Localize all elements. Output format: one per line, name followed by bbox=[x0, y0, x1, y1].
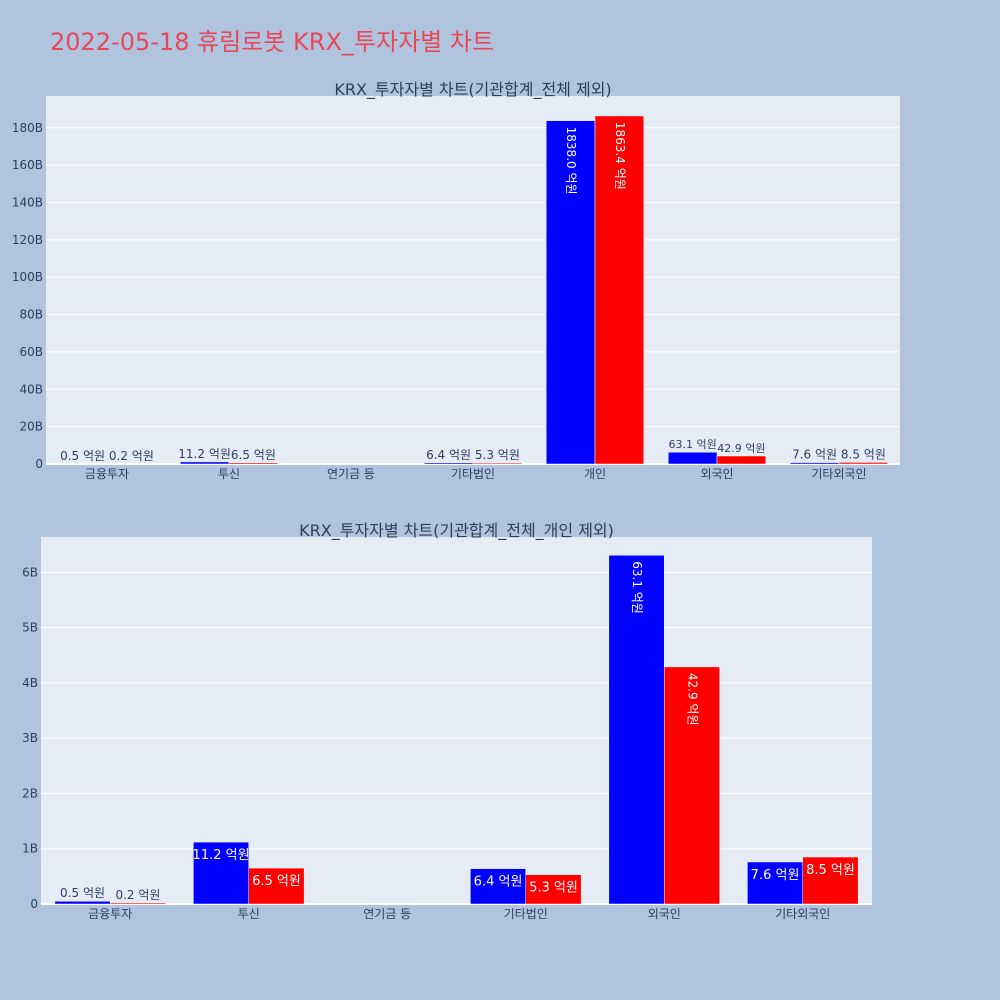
x-tick-label: 금융투자 bbox=[88, 907, 132, 921]
x-tick-label: 기타외국인 bbox=[811, 467, 866, 481]
bar-label: 63.1 억원 bbox=[630, 561, 644, 614]
y-tick-label: 1B bbox=[22, 842, 38, 856]
x-tick-label: 기타법인 bbox=[451, 467, 495, 481]
y-tick-label: 140B bbox=[12, 195, 43, 209]
sell-bar bbox=[838, 462, 889, 465]
y-tick-label: 3B bbox=[22, 731, 38, 745]
x-axis: 금융투자 투신 연기금 등 기타법인 외국인 기타외국인 bbox=[88, 907, 830, 921]
bar-label: 1863.4 억원 bbox=[613, 122, 627, 190]
chart-title: KRX_투자자별 차트(기관합계_전체 제외) bbox=[334, 80, 611, 100]
x-tick-label: 연기금 등 bbox=[327, 467, 375, 481]
y-tick-label: 5B bbox=[22, 621, 38, 635]
y-tick-label: 180B bbox=[12, 121, 43, 135]
y-tick-label: 40B bbox=[19, 382, 43, 396]
sell-bar bbox=[802, 856, 859, 905]
bar-label: 11.2 억원 bbox=[178, 447, 231, 461]
bar-label: 0.2 억원 bbox=[115, 888, 160, 902]
y-tick-label: 120B bbox=[12, 233, 43, 247]
bar-label: 11.2 억원 bbox=[193, 848, 250, 863]
sell-bar bbox=[664, 666, 720, 905]
y-tick-label: 6B bbox=[22, 565, 38, 579]
plot-background bbox=[46, 96, 900, 464]
plot-background bbox=[41, 537, 872, 904]
x-tick-label: 외국인 bbox=[648, 907, 681, 921]
bar-label: 5.3 억원 bbox=[529, 881, 578, 896]
buy-bar bbox=[545, 120, 596, 465]
buy-bar bbox=[193, 841, 250, 905]
y-tick-label: 100B bbox=[12, 270, 43, 284]
x-axis: 금융투자 투신 연기금 등 기타법인 개인 외국인 기타외국인 bbox=[85, 467, 867, 481]
y-tick-label: 20B bbox=[19, 420, 43, 434]
chart-bottom: 0 1B 2B 3B 4B 5B 6B 금융투자 투신 연기금 등 기타법인 외국인 기타외국인 0.… bbox=[22, 521, 872, 921]
x-tick-label: 외국인 bbox=[700, 467, 733, 481]
x-tick-label: 투신 bbox=[238, 907, 260, 921]
chart-top: 0 20B 40B 60B 80B 100B 120B 140B 160B 180B 금융투자 투신… bbox=[12, 80, 900, 481]
x-tick-label: 연기금 등 bbox=[363, 907, 411, 921]
bar-label: 8.5 억원 bbox=[806, 863, 855, 878]
y-tick-label: 0 bbox=[30, 897, 38, 911]
buy-bar bbox=[423, 462, 474, 465]
buy-bar bbox=[179, 461, 230, 465]
x-tick-label: 기타법인 bbox=[504, 907, 548, 921]
sell-bar bbox=[594, 115, 645, 465]
bar-label: 0.5 억원 bbox=[60, 449, 105, 463]
bar-labels: 0.5 억원 0.2 억원 11.2 억원 6.5 억원 6.4 억원 5.3 억원 183… bbox=[60, 122, 886, 463]
sell-bar bbox=[525, 874, 582, 905]
bar-label: 6.5 억원 bbox=[231, 448, 276, 462]
bar-label: 42.9 억원 bbox=[717, 442, 765, 455]
sell-bar bbox=[716, 455, 767, 465]
bar-label: 1838.0 억원 bbox=[564, 127, 578, 195]
sell-bar bbox=[228, 462, 279, 465]
y-axis: 0 20B 40B 60B 80B 100B 120B 140B 160B 180B bbox=[12, 121, 43, 471]
y-tick-label: 160B bbox=[12, 158, 43, 172]
sell-bar bbox=[472, 462, 523, 465]
y-tick-label: 4B bbox=[22, 676, 38, 690]
y-tick-label: 80B bbox=[19, 308, 43, 322]
y-axis: 0 1B 2B 3B 4B 5B 6B bbox=[22, 565, 38, 911]
sell-bar bbox=[248, 867, 305, 905]
x-tick-label: 금융투자 bbox=[85, 467, 129, 481]
bar-label: 5.3 억원 bbox=[475, 448, 520, 462]
chart-title: KRX_투자자별 차트(기관합계_전체_개인 제외) bbox=[299, 521, 614, 541]
buy-bar bbox=[747, 861, 803, 905]
buy-bar bbox=[54, 900, 111, 905]
y-tick-label: 0 bbox=[35, 457, 43, 471]
x-tick-label: 기타외국인 bbox=[775, 907, 830, 921]
bar-label: 6.4 억원 bbox=[426, 448, 471, 462]
y-tick-label: 60B bbox=[19, 345, 43, 359]
bars bbox=[54, 554, 859, 905]
buy-bar bbox=[667, 451, 718, 465]
bar-label: 7.6 억원 bbox=[751, 868, 800, 883]
buy-bar bbox=[789, 462, 840, 465]
bar-label: 6.4 억원 bbox=[474, 875, 523, 890]
gridlines bbox=[41, 571, 872, 905]
bar-labels: 0.5 억원 0.2 억원 11.2 억원6.5 억원 6.4 억원 5.3 억원 63.… bbox=[60, 561, 855, 902]
bar-label: 42.9 억원 bbox=[685, 673, 699, 726]
bar-label: 0.5 억원 bbox=[60, 886, 105, 900]
bars bbox=[57, 115, 889, 465]
bar-label: 63.1 억원 bbox=[668, 438, 716, 451]
bar-label: 0.2 억원 bbox=[109, 449, 154, 463]
y-tick-label: 2B bbox=[22, 786, 38, 800]
x-tick-label: 투신 bbox=[218, 467, 240, 481]
bar-label: 6.5 억원 bbox=[252, 874, 301, 889]
bar-label: 8.5 억원 bbox=[841, 447, 886, 461]
sell-bar bbox=[110, 902, 166, 905]
page-title: 2022-05-18 휴림로봇 KRX_투자자별 차트 bbox=[50, 28, 495, 56]
bar-label: 7.6 억원 bbox=[792, 448, 837, 462]
x-tick-label: 개인 bbox=[584, 467, 606, 481]
buy-bar bbox=[608, 554, 665, 905]
buy-bar bbox=[470, 868, 527, 905]
